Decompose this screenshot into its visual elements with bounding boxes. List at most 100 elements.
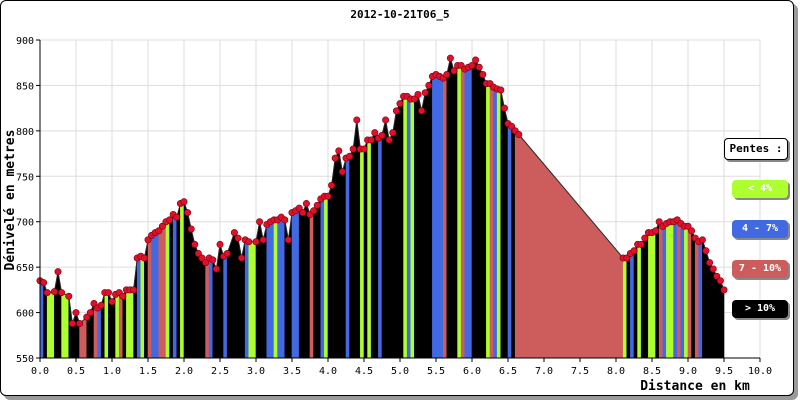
slope-segment xyxy=(417,94,422,359)
slope-segment xyxy=(151,232,156,359)
data-point xyxy=(378,131,386,139)
slope-segment xyxy=(640,236,646,359)
slope-segment xyxy=(673,219,678,359)
legend-item: > 10% xyxy=(732,300,788,318)
y-tick-label: 700 xyxy=(16,218,34,229)
slope-segment xyxy=(298,207,304,359)
y-tick-label: 750 xyxy=(16,172,34,183)
data-point xyxy=(367,136,375,144)
data-point xyxy=(410,95,418,103)
data-point xyxy=(209,256,217,264)
data-point xyxy=(349,145,357,153)
data-point xyxy=(245,238,253,246)
data-point xyxy=(65,292,73,300)
data-point xyxy=(252,238,260,246)
slope-segment xyxy=(676,219,682,359)
slope-segment xyxy=(712,268,718,359)
data-point xyxy=(155,227,163,235)
legend-item: 7 - 10% xyxy=(732,260,788,278)
slope-segment xyxy=(61,292,70,359)
slope-segment xyxy=(705,250,710,359)
data-point xyxy=(238,254,246,262)
x-tick-label: 5.0 xyxy=(391,366,409,377)
y-axis-label: Dénivelé en metres xyxy=(3,130,18,271)
slope-segment xyxy=(453,64,458,359)
x-tick-label: 1.5 xyxy=(139,366,157,377)
slope-segment xyxy=(345,155,350,359)
data-point xyxy=(187,225,195,233)
slope-segment xyxy=(460,64,466,359)
slope-segment xyxy=(367,139,372,359)
slope-segment xyxy=(324,195,329,359)
slope-segment xyxy=(194,244,199,359)
data-point xyxy=(180,198,188,206)
slope-segment xyxy=(450,58,455,359)
slope-segment xyxy=(478,67,484,359)
slope-segment xyxy=(201,257,206,359)
slope-segment xyxy=(39,280,44,359)
data-point xyxy=(284,236,292,244)
slope-segment xyxy=(691,230,696,359)
slope-segment xyxy=(154,230,160,359)
slope-segment xyxy=(212,259,217,359)
slope-segment xyxy=(626,252,631,359)
legend-item: < 4% xyxy=(732,180,788,198)
slope-segment xyxy=(118,291,124,359)
x-tick-label: 4.5 xyxy=(355,366,373,377)
data-point xyxy=(353,116,361,124)
slope-segment xyxy=(428,76,433,359)
slope-segment xyxy=(205,257,210,359)
data-point xyxy=(706,259,714,267)
slope-segment xyxy=(655,221,660,359)
x-tick-label: 3.5 xyxy=(283,366,301,377)
slope-segment xyxy=(360,148,365,359)
data-point xyxy=(720,286,728,294)
slope-segment xyxy=(136,255,142,359)
slope-segment xyxy=(442,73,448,359)
slope-segment xyxy=(172,213,178,359)
legend-title: Pentes : xyxy=(724,138,788,160)
data-point xyxy=(641,234,649,242)
data-point xyxy=(184,209,192,217)
slope-segment xyxy=(216,244,221,359)
slope-segment xyxy=(388,132,394,359)
data-point xyxy=(58,289,66,297)
slope-segment xyxy=(504,108,509,359)
data-point xyxy=(684,222,692,230)
data-point xyxy=(198,254,206,262)
data-point xyxy=(144,236,152,244)
slope-segment xyxy=(374,131,379,359)
data-point xyxy=(425,81,433,89)
slope-segment xyxy=(97,304,102,359)
data-point xyxy=(328,181,336,189)
slope-segment xyxy=(115,292,120,359)
x-tick-label: 9.5 xyxy=(715,366,733,377)
slope-segment xyxy=(432,74,437,359)
data-point xyxy=(414,91,422,99)
data-point xyxy=(335,147,343,155)
slope-segment xyxy=(320,195,325,359)
slope-segment xyxy=(378,134,383,359)
legend-item: 4 - 7% xyxy=(732,220,788,238)
slope-segment xyxy=(669,221,674,359)
slope-segment xyxy=(327,185,332,359)
data-point xyxy=(443,71,451,79)
slope-segment xyxy=(147,234,152,359)
data-point xyxy=(371,129,379,137)
slope-segment xyxy=(500,89,505,359)
slope-segment xyxy=(644,231,649,359)
slope-segment xyxy=(439,75,444,359)
slope-segment xyxy=(687,225,692,359)
slope-segment xyxy=(694,237,700,359)
data-point xyxy=(104,289,112,297)
slope-segment xyxy=(280,216,286,359)
slope-segment xyxy=(702,239,707,359)
y-tick-label: 900 xyxy=(16,36,34,47)
data-point xyxy=(256,218,264,226)
slope-segment xyxy=(262,224,268,359)
y-tick-label: 550 xyxy=(16,354,34,365)
slope-segment xyxy=(313,204,318,359)
slope-segment xyxy=(316,197,322,359)
data-point xyxy=(302,200,310,208)
chart-axes: 0.0 0.5 1.0 1.5 2.0 2.5 3.0 3.5 4.0 4.5 5.0 5.5 6.0 6… xyxy=(16,36,772,377)
